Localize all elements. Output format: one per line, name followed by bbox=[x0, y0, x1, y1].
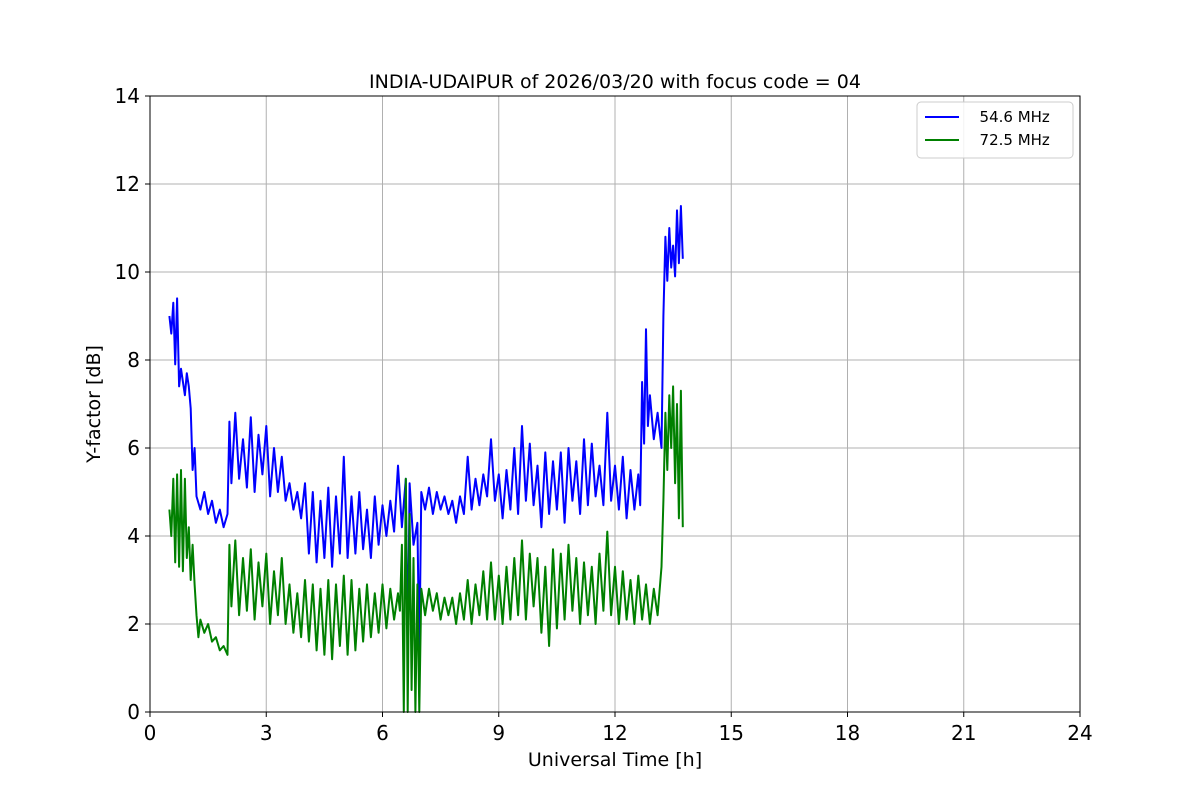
x-tick-label: 6 bbox=[376, 721, 389, 745]
x-ticks: 0 3 6 9 12 15 18 21 24 bbox=[144, 712, 1093, 745]
plot-series bbox=[168, 205, 684, 713]
y-tick-label: 8 bbox=[127, 348, 140, 372]
x-tick-label: 12 bbox=[602, 721, 627, 745]
y-tick-label: 2 bbox=[127, 612, 140, 636]
y-ticks: 0 2 4 6 8 10 12 14 bbox=[115, 84, 150, 724]
legend-label-54-6: 54.6 MHz bbox=[970, 108, 1050, 126]
series-line-0 bbox=[168, 205, 684, 661]
legend-label-72-5: 72.5 MHz bbox=[970, 131, 1050, 149]
series-line-1 bbox=[168, 385, 684, 713]
x-tick-label: 21 bbox=[951, 721, 976, 745]
x-axis-label: Universal Time [h] bbox=[528, 749, 702, 771]
y-tick-label: 4 bbox=[127, 524, 140, 548]
y-tick-label: 12 bbox=[115, 172, 140, 196]
y-axis-label: Y-factor [dB] bbox=[83, 345, 105, 464]
x-tick-label: 3 bbox=[260, 721, 273, 745]
y-tick-label: 0 bbox=[127, 700, 140, 724]
y-tick-label: 6 bbox=[127, 436, 140, 460]
legend: 54.6 MHz 72.5 MHz bbox=[916, 101, 1074, 159]
y-tick-label: 14 bbox=[115, 84, 140, 108]
chart-title: INDIA-UDAIPUR of 2026/03/20 with focus c… bbox=[369, 71, 861, 93]
x-tick-label: 0 bbox=[144, 721, 157, 745]
x-tick-label: 24 bbox=[1067, 721, 1092, 745]
x-tick-label: 15 bbox=[719, 721, 744, 745]
x-tick-label: 9 bbox=[492, 721, 505, 745]
y-tick-label: 10 bbox=[115, 260, 140, 284]
x-tick-label: 18 bbox=[835, 721, 860, 745]
